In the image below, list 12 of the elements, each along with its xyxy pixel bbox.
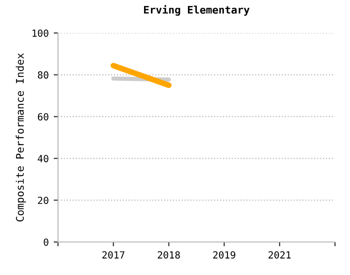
y-tick-label: 40 <box>38 154 48 162</box>
y-tick-label: 20 <box>38 196 48 204</box>
x-tick-label: 2019 <box>213 251 236 259</box>
x-tick-label: 2021 <box>268 251 291 259</box>
chart-title: Erving Elementary <box>144 5 250 16</box>
x-tick-label: 2017 <box>102 251 124 259</box>
y-tick-label: 100 <box>32 30 48 37</box>
x-tick-label: 2018 <box>158 251 180 259</box>
y-tick-label: 0 <box>44 238 48 246</box>
y-tick-label: 60 <box>38 113 48 120</box>
y-axis-title: Composite Performance Index <box>16 53 26 222</box>
y-tick-label: 80 <box>38 71 48 79</box>
